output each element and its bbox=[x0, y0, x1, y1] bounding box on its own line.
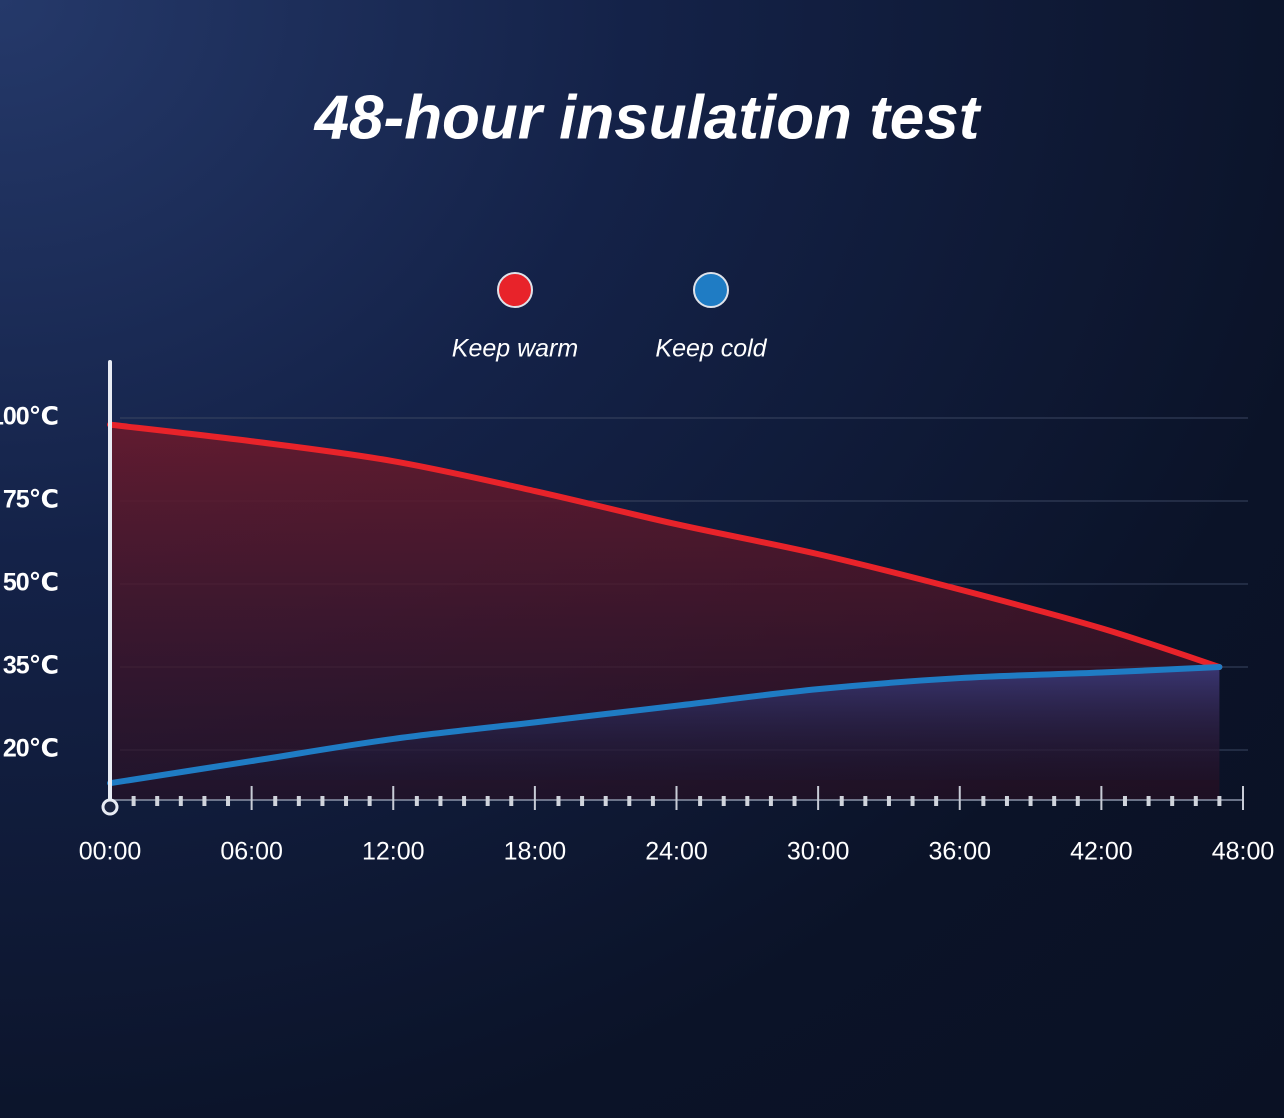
area bbox=[110, 667, 1220, 784]
axis-origin bbox=[101, 798, 119, 816]
x-tick-label: 30:00 bbox=[787, 838, 850, 866]
x-tick-label: 06:00 bbox=[220, 838, 283, 866]
y-tick-label: 20℃ bbox=[3, 735, 58, 763]
x-tick-label: 18:00 bbox=[504, 838, 567, 866]
x-tick-label: 48:00 bbox=[1212, 838, 1275, 866]
legend-swatch bbox=[497, 272, 533, 308]
x-tick-label: 12:00 bbox=[362, 838, 425, 866]
y-tick-label: 75℃ bbox=[3, 486, 58, 514]
legend-label: Keep warm bbox=[452, 335, 578, 363]
y-tick-label: 50℃ bbox=[3, 569, 58, 597]
x-tick-label: 42:00 bbox=[1070, 838, 1133, 866]
x-tick-label: 00:00 bbox=[79, 838, 142, 866]
x-tick-label: 36:00 bbox=[928, 838, 991, 866]
chart-title: 48-hour insulation test bbox=[313, 83, 982, 152]
legend-label: Keep cold bbox=[655, 335, 767, 363]
legend-swatch bbox=[693, 272, 729, 308]
line bbox=[107, 421, 1223, 670]
line bbox=[107, 664, 1223, 787]
x-tick-label: 24:00 bbox=[645, 838, 708, 866]
y-tick-label: 100℃ bbox=[0, 403, 58, 431]
y-tick-label: 35℃ bbox=[3, 652, 58, 680]
